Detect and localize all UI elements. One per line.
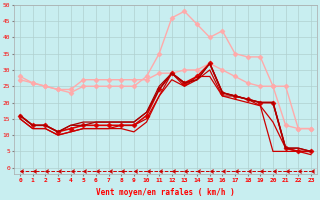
X-axis label: Vent moyen/en rafales ( km/h ): Vent moyen/en rafales ( km/h ) xyxy=(96,188,235,197)
